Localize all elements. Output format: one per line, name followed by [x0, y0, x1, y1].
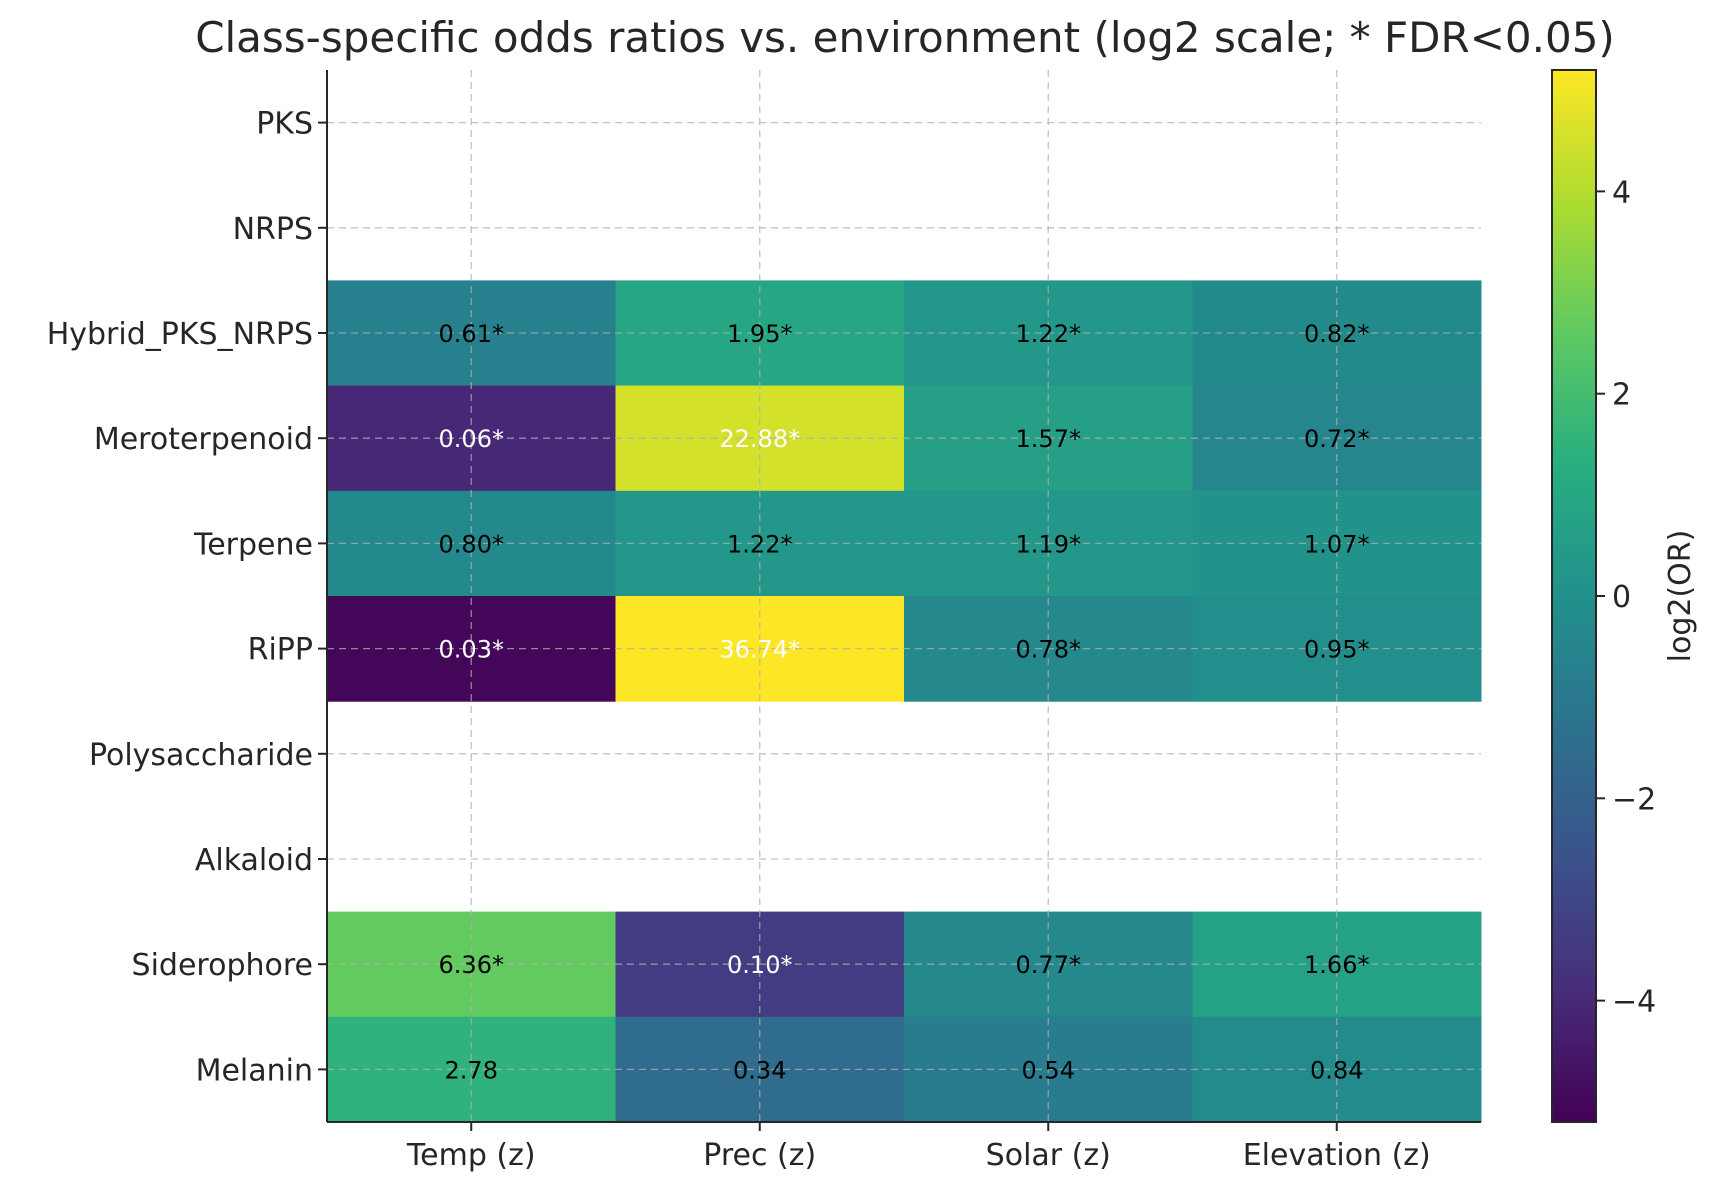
cell-value-label: 0.34	[733, 1056, 786, 1084]
cell-value-label: 0.78*	[1016, 636, 1081, 664]
cell-value-label: 1.22*	[1016, 320, 1081, 348]
cell-value-labels: 0.61* 1.95* 1.22* 0.82* 0.06* 22.88* 1.57* 0.72…	[439, 320, 1370, 1084]
colorbar-tick-label: 4	[1612, 175, 1631, 210]
heatmap-cells	[327, 280, 1482, 1123]
y-tick-label: Siderophore	[132, 948, 313, 983]
chart-title: Class-specific odds ratios vs. environme…	[195, 13, 1615, 62]
x-tick-label: Temp (z)	[406, 1138, 536, 1173]
y-tick-label: NRPS	[233, 212, 313, 247]
cell-value-label: 0.82*	[1304, 320, 1369, 348]
cell-value-label: 1.66*	[1304, 951, 1369, 979]
cell-value-label: 0.54	[1022, 1056, 1075, 1084]
colorbar-tick-label: 0	[1612, 580, 1631, 615]
cell-value-label: 0.10*	[727, 951, 792, 979]
y-tick-label: Alkaloid	[195, 843, 313, 878]
colorbar: 4 2 0 −2 −4 log2(OR)	[1551, 69, 1698, 1123]
grid-lines	[327, 70, 1481, 1122]
cell-value-label: 1.22*	[727, 530, 792, 558]
y-tick-labels: PKS NRPS Hybrid_PKS_NRPS Meroterpenoid Terpe…	[47, 107, 327, 1088]
y-tick-label: Melanin	[196, 1053, 313, 1088]
x-tick-label: Solar (z)	[986, 1138, 1111, 1173]
cell-value-label: 0.77*	[1016, 951, 1081, 979]
colorbar-tick-label: −4	[1612, 985, 1656, 1020]
colorbar-tick-label: −2	[1612, 782, 1656, 817]
colorbar-label: log2(OR)	[1663, 530, 1698, 663]
x-tick-labels: Temp (z) Prec (z) Solar (z) Elevation (z)	[406, 1122, 1431, 1173]
colorbar-tick-label: 2	[1612, 378, 1631, 413]
cell-value-label: 36.74*	[719, 636, 800, 664]
cell-value-label: 1.19*	[1016, 530, 1081, 558]
cell-value-label: 0.03*	[439, 636, 504, 664]
y-tick-label: Meroterpenoid	[94, 422, 313, 457]
cell-value-label: 0.06*	[439, 425, 504, 453]
cell-value-label: 0.80*	[439, 530, 504, 558]
cell-value-label: 0.61*	[439, 320, 504, 348]
y-tick-label: Polysaccharide	[89, 738, 313, 773]
y-tick-label: Hybrid_PKS_NRPS	[47, 317, 313, 352]
cell-value-label: 1.95*	[727, 320, 792, 348]
cell-value-label: 2.78	[445, 1056, 498, 1084]
y-tick-label: PKS	[256, 107, 313, 142]
colorbar-ticks: 4 2 0 −2 −4	[1596, 175, 1656, 1020]
x-tick-label: Elevation (z)	[1243, 1138, 1431, 1173]
y-tick-label: Terpene	[193, 527, 313, 562]
y-tick-label: RiPP	[248, 633, 313, 668]
colorbar-gradient	[1551, 69, 1597, 1123]
cell-value-label: 0.84	[1310, 1056, 1363, 1084]
cell-value-label: 0.72*	[1304, 425, 1369, 453]
cell-value-label: 0.95*	[1304, 636, 1369, 664]
cell-value-label: 6.36*	[439, 951, 504, 979]
cell-value-label: 1.07*	[1304, 530, 1369, 558]
cell-value-label: 1.57*	[1016, 425, 1081, 453]
cell-value-label: 22.88*	[719, 425, 800, 453]
plot-axes	[326, 70, 1481, 1123]
x-tick-label: Prec (z)	[703, 1138, 816, 1173]
